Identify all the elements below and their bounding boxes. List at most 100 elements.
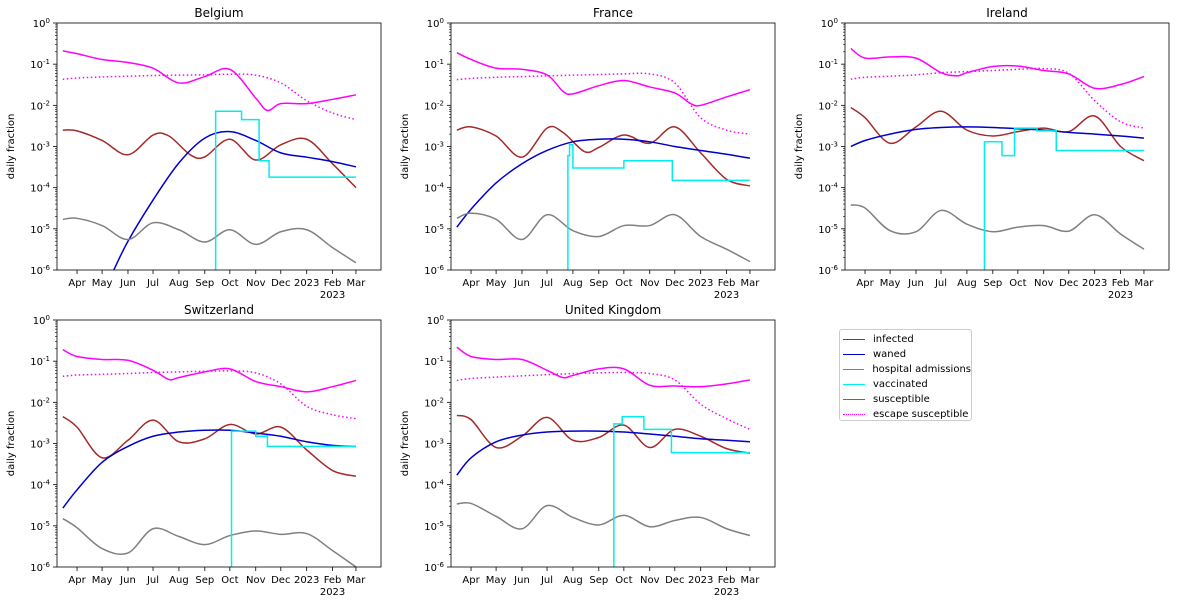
y-axis-label: daily fraction (6, 411, 17, 477)
x-tick-label: Sep (589, 575, 608, 586)
y-tick-label: 10-5 (30, 520, 50, 533)
x-year-label: 2023 (714, 587, 739, 598)
legend: infected waned hospital admissions vaccinat… (839, 329, 972, 421)
panel-title: Ireland (986, 6, 1028, 20)
x-tick-label: Oct (1009, 278, 1026, 289)
legend-label: susceptible (873, 394, 930, 405)
x-tick-label: Nov (640, 575, 660, 586)
legend-label: hospital admissions (872, 364, 971, 375)
y-tick-label: 10-4 (30, 182, 50, 195)
x-tick-label: Jul (934, 278, 947, 289)
legend-item-escape-susceptible: escape susceptible (843, 407, 971, 422)
legend-swatch (843, 339, 865, 340)
y-tick-label: 10-2 (30, 396, 50, 409)
y-axis-label: daily fraction (6, 114, 17, 180)
x-tick-label: Aug (563, 278, 583, 289)
y-tick-label: 10-5 (424, 520, 444, 533)
y-tick-label: 10-4 (424, 182, 444, 195)
y-tick-label: 10-5 (30, 223, 50, 236)
y-tick-label: 10-3 (30, 141, 50, 154)
x-tick-label: Dec (271, 278, 290, 289)
x-tick-label: Dec (665, 278, 684, 289)
x-tick-label: Feb (324, 575, 342, 586)
series-waned (114, 132, 356, 270)
y-tick-label: 10-2 (424, 396, 444, 409)
legend-label: infected (873, 334, 914, 345)
legend-swatch (843, 414, 865, 415)
x-tick-label: Jun (513, 575, 530, 586)
y-tick-label: 10-6 (818, 264, 838, 277)
y-tick-label: 10-6 (424, 264, 444, 277)
series-infected (457, 126, 750, 186)
x-tick-label: Aug (169, 278, 189, 289)
panel-title: France (593, 6, 633, 20)
legend-label: escape susceptible (873, 409, 968, 420)
series-hospital-admissions (63, 519, 356, 567)
series-infected (457, 415, 750, 453)
panel-title: Belgium (194, 6, 243, 20)
x-tick-label: 2023 (1082, 278, 1107, 289)
legend-item-infected: infected (843, 332, 971, 347)
figure: Belgium 10-6 10-5 10-4 10-3 10-2 10-1 100 daily … (0, 0, 1185, 603)
series-hospital-admissions (63, 218, 356, 263)
x-tick-label: Mar (741, 575, 761, 586)
axes-frame (451, 23, 775, 270)
x-tick-label: Mar (347, 278, 367, 289)
series-susceptible (457, 347, 750, 387)
y-tick-label: 10-6 (30, 561, 50, 574)
series-hospital-admissions (851, 205, 1144, 249)
x-tick-label: Oct (221, 278, 238, 289)
y-tick-label: 10-3 (30, 438, 50, 451)
x-tick-label: Mar (1135, 278, 1155, 289)
y-tick-label: 100 (33, 314, 50, 327)
y-tick-label: 10-1 (30, 355, 50, 368)
x-tick-label: Sep (589, 278, 608, 289)
x-tick-label: Feb (718, 575, 736, 586)
x-tick-label: Mar (347, 575, 367, 586)
y-tick-label: 10-3 (818, 141, 838, 154)
axes-frame (451, 320, 775, 567)
x-tick-label: Nov (1034, 278, 1054, 289)
series-susceptible (63, 51, 356, 111)
y-tick-label: 10-6 (30, 264, 50, 277)
x-tick-label: Dec (271, 575, 290, 586)
x-tick-label: Jul (540, 278, 553, 289)
x-tick-label: Mar (741, 278, 761, 289)
x-tick-label: Jul (146, 575, 159, 586)
legend-item-susceptible: susceptible (843, 392, 971, 407)
x-tick-label: Apr (462, 575, 480, 586)
y-tick-label: 100 (427, 314, 444, 327)
x-tick-label: Apr (462, 278, 480, 289)
series-vaccinated (216, 111, 356, 270)
series-vaccinated (232, 431, 356, 567)
y-tick-label: 10-2 (30, 99, 50, 112)
y-axis-label: daily fraction (400, 411, 411, 477)
y-tick-label: 100 (821, 17, 838, 30)
legend-item-hospital-admissions: hospital admissions (843, 362, 971, 377)
series-waned (63, 430, 356, 508)
x-tick-label: Jun (513, 278, 530, 289)
legend-item-waned: waned (843, 347, 971, 362)
panel-switzerland: Switzerland 10-6 10-5 10-4 10-3 10-2 10-1 100 da… (6, 303, 381, 598)
legend-label: vaccinated (873, 379, 928, 390)
x-tick-label: May (880, 278, 901, 289)
x-tick-label: 2023 (688, 278, 713, 289)
x-tick-label: Aug (957, 278, 977, 289)
x-tick-label: May (486, 575, 507, 586)
panel-united-kingdom: United Kingdom10-610-510-410-310-210-110… (400, 303, 775, 598)
y-tick-label: 10-5 (424, 223, 444, 236)
x-tick-label: Apr (68, 575, 86, 586)
x-tick-label: Feb (324, 278, 342, 289)
x-tick-label: Oct (221, 575, 238, 586)
x-tick-label: May (92, 278, 113, 289)
x-tick-label: Sep (195, 278, 214, 289)
y-tick-label: 10-5 (818, 223, 838, 236)
series-waned (457, 139, 750, 227)
panel-title: United Kingdom (565, 303, 661, 317)
y-tick-label: 10-2 (424, 99, 444, 112)
y-tick-label: 10-1 (424, 355, 444, 368)
y-tick-label: 10-4 (30, 479, 50, 492)
x-tick-label: Apr (856, 278, 874, 289)
x-tick-label: May (92, 575, 113, 586)
x-tick-label: May (486, 278, 507, 289)
